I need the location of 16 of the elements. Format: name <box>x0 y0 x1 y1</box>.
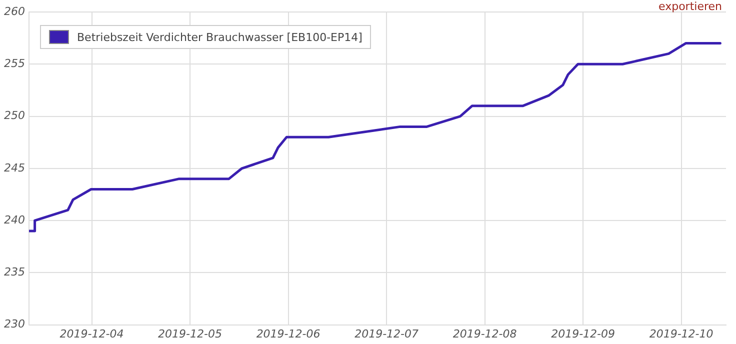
x-tick-label: 2019-12-06 <box>256 327 320 340</box>
x-tick-label: 2019-12-08 <box>452 327 517 340</box>
x-tick-label: 2019-12-09 <box>551 327 616 340</box>
annotation: exportieren <box>658 0 722 13</box>
y-tick-label: 260 <box>4 4 25 18</box>
y-tick-label: 235 <box>4 266 25 279</box>
y-tick-label: 240 <box>4 213 25 226</box>
x-tick-label: 2019-12-10 <box>649 327 714 340</box>
y-tick-label: 230 <box>4 318 25 331</box>
x-tick-label: 2019-12-07 <box>354 327 419 340</box>
y-tick-label: 255 <box>4 56 25 70</box>
y-tick-label: 245 <box>4 161 25 174</box>
x-tick-label: 2019-12-04 <box>60 327 124 340</box>
legend-label: Betriebszeit Verdichter Brauchwasser [EB100-EP14] <box>77 30 362 44</box>
y-tick-label: 250 <box>4 109 25 122</box>
x-tick-label: 2019-12-05 <box>158 327 222 340</box>
